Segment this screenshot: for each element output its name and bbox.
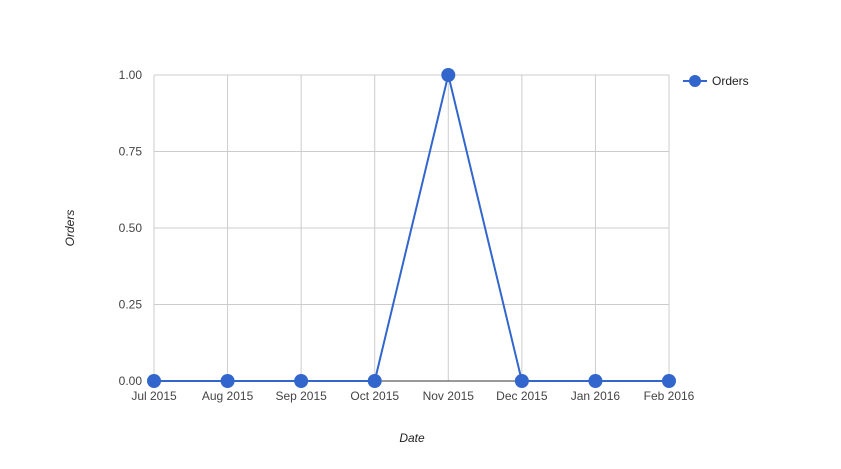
data-point[interactable] [514, 374, 529, 388]
x-tick-label: Sep 2015 [275, 389, 327, 403]
y-tick-label: 0.25 [119, 298, 143, 312]
legend-marker [689, 75, 701, 87]
y-axis-title: Orders [63, 210, 77, 247]
x-tick-label: Jul 2015 [131, 389, 177, 403]
y-tick-label: 0.75 [119, 145, 143, 159]
data-point[interactable] [294, 374, 309, 388]
x-tick-label: Nov 2015 [423, 389, 475, 403]
y-tick-label: 1.00 [119, 68, 143, 82]
data-point[interactable] [662, 374, 676, 388]
data-point[interactable] [367, 374, 382, 388]
x-tick-labels: Jul 2015 Aug 2015 Sep 2015 Oct 2015 Nov 2015… [131, 389, 694, 403]
x-tick-label: Aug 2015 [202, 389, 254, 403]
x-tick-label: Dec 2015 [496, 389, 548, 403]
grid [153, 74, 670, 382]
series-line [154, 74, 669, 382]
legend[interactable]: Orders [683, 74, 749, 88]
x-axis-title: Date [399, 431, 425, 445]
data-point[interactable] [588, 374, 603, 388]
x-tick-label: Jan 2016 [571, 389, 621, 403]
legend-label: Orders [712, 74, 749, 88]
data-point[interactable] [147, 374, 161, 388]
x-tick-label: Feb 2016 [644, 389, 695, 403]
y-tick-labels: 0.00 0.25 0.50 0.75 1.00 [119, 68, 143, 388]
x-tick-label: Oct 2015 [350, 389, 399, 403]
y-tick-label: 0.50 [119, 221, 143, 235]
data-point[interactable] [441, 68, 456, 82]
series-group [147, 68, 676, 388]
y-tick-label: 0.00 [119, 374, 143, 388]
data-point[interactable] [220, 374, 235, 388]
